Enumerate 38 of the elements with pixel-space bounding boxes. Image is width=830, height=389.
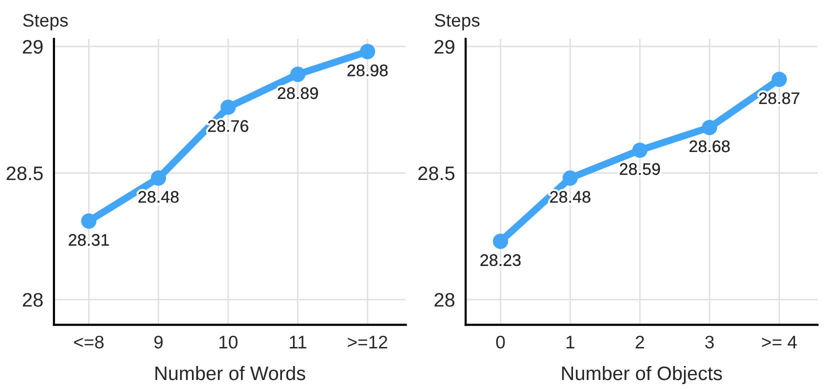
point bbox=[290, 66, 306, 82]
x-tick-label: 0 bbox=[496, 336, 505, 348]
y-tick-label: 28 bbox=[434, 292, 454, 307]
point bbox=[702, 120, 718, 136]
x-tick-label: 3 bbox=[705, 336, 714, 348]
x-tick-label: 10 bbox=[219, 336, 238, 348]
y-tick-label: 28.5 bbox=[6, 166, 43, 180]
point bbox=[360, 44, 376, 60]
x-tick-label: 9 bbox=[154, 336, 163, 348]
x-tick-label: 1 bbox=[566, 336, 574, 348]
x-tick-label: >= 4 bbox=[762, 336, 797, 348]
data-label: 28.87 bbox=[759, 92, 800, 104]
point bbox=[81, 213, 96, 229]
point bbox=[492, 234, 508, 249]
data-label: 28.68 bbox=[690, 140, 730, 152]
data-label: 28.48 bbox=[138, 191, 179, 203]
data-label: 28.59 bbox=[620, 163, 660, 175]
x-tick-label: <=8 bbox=[74, 336, 104, 348]
y-tick-label: 29 bbox=[22, 40, 43, 54]
y-tick-label: 29 bbox=[434, 40, 454, 54]
data-label: 28.31 bbox=[68, 234, 109, 246]
data-label: 28.98 bbox=[348, 64, 388, 76]
data-label: 28.89 bbox=[278, 87, 318, 100]
point bbox=[562, 170, 578, 186]
point bbox=[150, 170, 166, 186]
x-axis-title: Number of Objects bbox=[562, 366, 722, 384]
y-tick-label: 28.5 bbox=[418, 166, 454, 180]
point bbox=[772, 72, 787, 88]
x-tick-label: 2 bbox=[636, 336, 644, 348]
point bbox=[220, 100, 236, 115]
point bbox=[632, 142, 648, 158]
y-tick-label: 28 bbox=[22, 292, 43, 307]
data-label: 28.23 bbox=[480, 254, 521, 266]
x-axis-title: Number of Words bbox=[155, 366, 306, 380]
x-tick-label: >=12 bbox=[348, 336, 388, 348]
x-tick-label: 11 bbox=[290, 336, 306, 348]
y-axis-title: Steps bbox=[434, 14, 480, 30]
y-axis-title: Steps bbox=[23, 14, 68, 30]
